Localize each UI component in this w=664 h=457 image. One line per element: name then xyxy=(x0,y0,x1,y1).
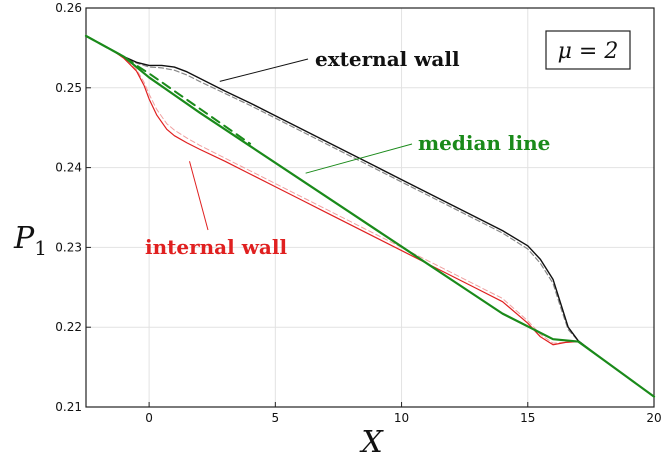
annotation-leader-line xyxy=(189,161,209,231)
y-tick-label: 0.22 xyxy=(55,320,82,334)
annotation-median-line: median line xyxy=(418,131,550,155)
series-line-external xyxy=(85,35,655,398)
parameter-box: μ = 2 xyxy=(545,30,631,70)
x-tick-label: 0 xyxy=(145,411,153,425)
ticks: 0 5 10 15 20 0.21 0.22 0.23 0.24 0.25 0.26 xyxy=(55,1,661,425)
mu-value: μ = 2 xyxy=(558,39,619,64)
series-line-internal xyxy=(85,35,655,398)
x-tick-label: 10 xyxy=(394,411,409,425)
y-axis-label: P1 xyxy=(13,221,47,260)
series-line-internal-approx xyxy=(85,35,655,398)
y-tick-label: 0.25 xyxy=(55,81,82,95)
x-tick-label: 20 xyxy=(646,411,661,425)
series-line-median xyxy=(84,34,656,398)
series-line-external-approx xyxy=(85,35,655,398)
y-tick-label: 0.24 xyxy=(55,161,82,175)
x-tick-label: 5 xyxy=(272,411,280,425)
annotation-leader-line xyxy=(305,143,413,174)
y-tick-label: 0.23 xyxy=(55,240,82,254)
annotation-external-wall: external wall xyxy=(315,47,460,71)
x-axis-label: X xyxy=(359,425,384,457)
y-tick-label: 0.21 xyxy=(55,400,82,414)
annotation-lines xyxy=(189,58,413,231)
plot-frame xyxy=(85,7,655,408)
series-group xyxy=(84,34,656,398)
y-tick-label: 0.26 xyxy=(55,1,82,15)
annotation-leader-line xyxy=(219,58,309,82)
annotation-internal-wall: internal wall xyxy=(145,235,287,259)
x-tick-label: 15 xyxy=(520,411,535,425)
